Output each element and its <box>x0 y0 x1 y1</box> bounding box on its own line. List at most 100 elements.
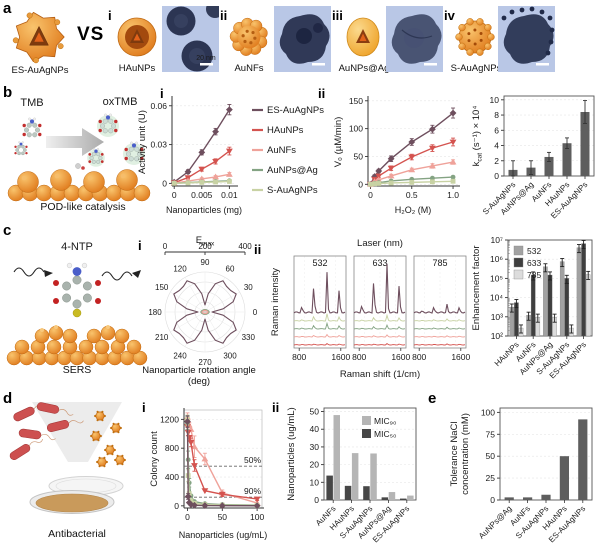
svg-text:0: 0 <box>172 190 177 200</box>
svg-text:0.005: 0.005 <box>191 190 213 200</box>
svg-text:HAuNPs: HAuNPs <box>267 125 304 136</box>
raman-spectra-chart: Laser (nm) Raman intensity Raman shift (1/… <box>270 238 471 380</box>
svg-text:H₂O₂ (M): H₂O₂ (M) <box>395 205 431 215</box>
s-auagnps-icon <box>455 18 495 56</box>
panel-label-a: a <box>3 0 12 17</box>
svg-text:800: 800 <box>352 352 366 362</box>
sub-label-a-ii: ii <box>220 8 228 23</box>
particle-label-aunpsag: AuNPs@Ag <box>338 63 390 74</box>
pod-illustration: TMB oxTMB <box>7 96 151 202</box>
svg-text:100: 100 <box>250 512 264 522</box>
svg-text:0.5: 0.5 <box>406 190 418 200</box>
svg-text:400: 400 <box>165 472 179 482</box>
svg-text:Nanoparticles (ug/mL): Nanoparticles (ug/mL) <box>179 530 268 540</box>
svg-text:0: 0 <box>490 495 495 505</box>
svg-text:AuNFs: AuNFs <box>267 145 296 156</box>
svg-text:10⁷: 10⁷ <box>490 235 503 245</box>
nacl-tolerance-chart: 0255075100AuNPs@AgAuNFsS-AuAgNPsHAuNPsES… <box>449 407 593 544</box>
svg-text:8: 8 <box>494 110 499 120</box>
svg-text:10: 10 <box>490 95 500 105</box>
svg-text:800: 800 <box>292 352 306 362</box>
svg-text:0: 0 <box>253 308 258 317</box>
svg-text:90: 90 <box>201 258 210 267</box>
sers-illustration: 4-NTP <box>6 241 148 366</box>
aunpsag-icon <box>346 17 380 57</box>
sers-caption: SERS <box>62 364 92 376</box>
svg-text:1200: 1200 <box>160 414 179 424</box>
svg-text:Raman intensity: Raman intensity <box>270 268 281 336</box>
sub-label-a-i: i <box>108 8 112 23</box>
svg-text:0.01: 0.01 <box>221 190 238 200</box>
svg-text:532: 532 <box>312 258 327 268</box>
panel-label-d: d <box>3 390 13 407</box>
particle-label-aunfs: AuNFs <box>234 63 264 74</box>
svg-text:Nanoparticles (ug/mL): Nanoparticles (ug/mL) <box>286 407 297 500</box>
svg-text:20: 20 <box>310 460 320 470</box>
v0-kinetics-chart: 0 50 100 150 0 0.5 1.0 H₂O₂ (M) V₀ (µM/min) <box>333 96 460 215</box>
oxtmb-label: oxTMB <box>103 96 138 108</box>
svg-text:MIC₉₀: MIC₉₀ <box>374 416 397 426</box>
tem-image-haunps: 20 nm <box>162 6 219 72</box>
scalebar-label: 20 nm <box>196 55 216 62</box>
pod-caption: POD-like catalysis <box>40 201 126 213</box>
svg-text:Enhancement factor: Enhancement factor <box>471 245 482 330</box>
svg-text:kcat (s⁻¹) × 10⁴: kcat (s⁻¹) × 10⁴ <box>471 106 484 167</box>
svg-text:785: 785 <box>432 258 447 268</box>
particle-label-s-auagnps: S-AuAgNPs <box>450 63 502 74</box>
kcat-bar-chart: 0246810S-AuAgNPsAuNPs@AgAuNFsHAuNPsES-Au… <box>471 95 595 220</box>
svg-text:Raman shift (1/cm): Raman shift (1/cm) <box>340 369 420 380</box>
sub-label-c-ii: ii <box>254 242 262 257</box>
svg-text:240: 240 <box>173 351 187 360</box>
svg-text:0: 0 <box>494 171 499 181</box>
es-auagnps-icon <box>12 12 65 64</box>
sub-label-c-i: i <box>138 238 142 253</box>
tem-image-aunfs <box>274 6 331 72</box>
sub-label-b-ii: ii <box>318 86 326 101</box>
svg-text:2: 2 <box>494 156 499 166</box>
panel-label-e: e <box>428 390 437 407</box>
svg-text:10⁵: 10⁵ <box>490 273 503 283</box>
svg-text:210: 210 <box>155 333 169 342</box>
svg-text:40: 40 <box>310 424 320 434</box>
svg-text:0: 0 <box>358 179 363 189</box>
aunfs-icon <box>229 17 268 56</box>
svg-text:Tolerance NaCl: Tolerance NaCl <box>449 422 460 487</box>
haunps-icon <box>117 17 157 57</box>
svg-text:150: 150 <box>155 283 169 292</box>
activity-line-chart: 0 0.03 0.06 0 0.005 0.01 Nanoparticles (mg) Act… <box>137 96 324 215</box>
vs-text: VS <box>77 24 105 45</box>
svg-text:0: 0 <box>162 178 167 188</box>
antibacterial-caption: Antibacterial <box>48 528 106 540</box>
svg-text:800: 800 <box>165 443 179 453</box>
svg-text:100: 100 <box>481 407 495 417</box>
mic-bar-chart: 01020304050AuNFsHAuNPsS-AuAgNPsAuNPs@AgE… <box>286 407 417 544</box>
svg-text:10²: 10² <box>491 331 503 341</box>
svg-text:Emax: Emax <box>196 235 215 248</box>
svg-text:50%: 50% <box>244 455 261 465</box>
sub-label-d-i: i <box>142 400 146 415</box>
svg-text:0: 0 <box>314 495 319 505</box>
svg-text:60: 60 <box>226 265 235 274</box>
svg-text:1600: 1600 <box>331 352 350 362</box>
svg-text:Activity unit (U): Activity unit (U) <box>137 110 148 174</box>
tem-image-s-auagnps <box>498 6 555 72</box>
svg-text:0: 0 <box>174 501 179 511</box>
sub-label-b-i: i <box>160 86 164 101</box>
svg-text:330: 330 <box>242 333 256 342</box>
svg-text:50: 50 <box>310 407 320 417</box>
svg-text:V₀ (µM/min): V₀ (µM/min) <box>333 117 344 168</box>
sub-label-a-iii: iii <box>332 8 343 23</box>
svg-text:10⁴: 10⁴ <box>490 293 503 303</box>
svg-text:0: 0 <box>368 190 373 200</box>
svg-text:30: 30 <box>310 442 320 452</box>
polar-rotation-chart: Emax 0 200 400 0 30 60 90 120 150 180 210 240 270 300 3… <box>148 235 258 367</box>
svg-text:10⁶: 10⁶ <box>490 254 503 264</box>
svg-text:0.03: 0.03 <box>150 140 167 150</box>
svg-text:AuNPs@Ag: AuNPs@Ag <box>267 165 318 176</box>
svg-text:MIC₅₀: MIC₅₀ <box>374 429 397 439</box>
panel-label-b: b <box>3 84 13 101</box>
svg-text:30: 30 <box>244 283 253 292</box>
panel-label-c: c <box>3 222 12 239</box>
svg-text:50: 50 <box>354 151 364 161</box>
